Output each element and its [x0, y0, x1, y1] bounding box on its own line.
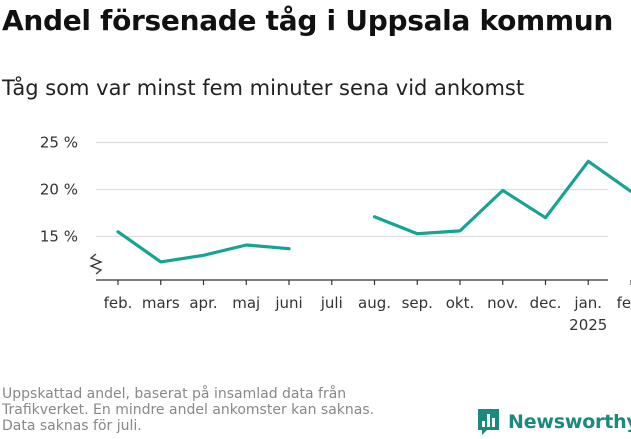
x-tick-label: aug.	[358, 294, 391, 312]
x-tick-label: apr.	[189, 294, 217, 312]
x-tick-label: dec.	[530, 294, 562, 312]
x-tick-sublabel: 2025	[569, 316, 607, 334]
bar-chart-logo-icon	[478, 409, 499, 435]
x-axis	[89, 253, 631, 285]
x-tick-label: juli	[320, 294, 343, 312]
x-tick-label: maj	[232, 294, 260, 312]
x-tick-label: mars	[142, 294, 180, 312]
x-tick-label: feb.	[104, 294, 133, 312]
x-tick-labels: feb. mars apr. maj juni juli aug. sep. okt. nov. d…	[104, 294, 631, 334]
y-tick-labels: 15 % 20 % 25 %	[40, 134, 78, 246]
x-tick-label: sep.	[402, 294, 433, 312]
y-tick-label: 20 %	[40, 181, 78, 199]
logo-text: Newsworthy	[508, 411, 631, 433]
x-tick-label: jan.	[573, 294, 602, 312]
series-line	[372, 159, 631, 236]
footnote: Uppskattad andel, baserat på insamlad da…	[2, 386, 442, 434]
chart-title: Andel försenade tåg i Uppsala kommun	[2, 4, 614, 37]
footnote-line: Data saknas för juli.	[2, 418, 142, 434]
footnote-line: Uppskattad andel, baserat på insamlad da…	[2, 386, 347, 402]
gridlines	[96, 141, 608, 238]
x-tick-label: juni	[274, 294, 302, 312]
x-tick-label: nov.	[487, 294, 518, 312]
series-line	[116, 230, 291, 264]
series-lines	[116, 159, 631, 264]
newsworthy-logo: Newsworthy	[476, 408, 631, 436]
chart-subtitle: Tåg som var minst fem minuter sena vid a…	[2, 76, 525, 100]
axis-break-icon	[89, 253, 103, 275]
line-chart: 15 % 20 % 25 % feb. mars apr. maj juni juli aug.…	[40, 134, 631, 334]
y-tick-label: 25 %	[40, 134, 78, 152]
x-tick-label: okt.	[446, 294, 475, 312]
x-tick-label: feb.	[617, 294, 631, 312]
y-tick-label: 15 %	[40, 228, 78, 246]
footnote-line: Trafikverket. En mindre andel ankomster …	[2, 402, 375, 418]
